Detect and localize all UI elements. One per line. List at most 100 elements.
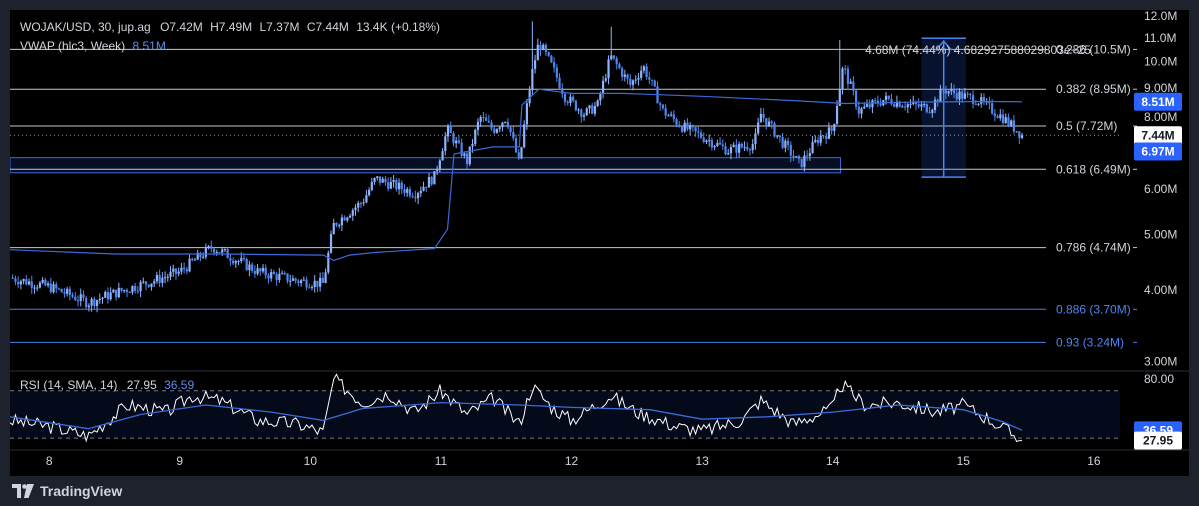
rsi-label[interactable]: RSI (14, SMA, 14) — [20, 378, 118, 392]
rsi-value-badge-bg — [1134, 431, 1182, 450]
candle-body-164 — [457, 140, 460, 143]
fib-label-0.886: 0.886 (3.70M) — [1056, 302, 1131, 316]
candle-body-24 — [76, 300, 80, 302]
support-zone — [10, 157, 842, 174]
price-badge-7.44M: 7.44M — [1141, 128, 1174, 142]
vwap-label[interactable]: VWAP (hlc3, Week) — [20, 39, 126, 53]
fib-label-0.786: 0.786 (4.74M) — [1056, 241, 1131, 255]
candle-body-327 — [901, 106, 904, 108]
candle-body-209 — [580, 109, 583, 117]
candle-body-285 — [786, 140, 790, 145]
candle-body-53 — [155, 275, 159, 282]
candle-body-187 — [520, 147, 523, 159]
candle-body-362 — [996, 116, 999, 119]
candle-body-218 — [604, 78, 607, 81]
candle-body-297 — [819, 135, 822, 143]
fib-label-0.382: 0.382 (8.95M) — [1056, 82, 1131, 96]
candle-body-12 — [44, 279, 47, 286]
candle-body-179 — [498, 127, 501, 130]
candle-body-163 — [455, 140, 458, 144]
measure-arrow-head — [935, 40, 953, 51]
candle-body-329 — [906, 104, 909, 108]
measure-label: 4.68M (74.44%) 4.682927588029803e+25 — [865, 43, 1091, 57]
candle-body-344 — [947, 91, 950, 94]
candle-body-253 — [699, 132, 703, 138]
candle-body-356 — [980, 97, 983, 104]
candle-body-103 — [291, 278, 295, 281]
candle-body-29 — [90, 298, 93, 306]
candle-body-181 — [504, 121, 507, 123]
candle-body-258 — [713, 145, 716, 148]
candle-body-284 — [784, 140, 787, 148]
time-tick-10: 10 — [304, 454, 318, 468]
candle-body-89 — [253, 270, 256, 274]
candle-body-194 — [539, 44, 542, 50]
chart-area[interactable]: 0.236 (10.5M) 0.382 (8.95M) 0.5 (7.72M) 0.6… — [10, 10, 1189, 476]
candle-body-58 — [169, 271, 172, 277]
candle-body-83 — [237, 261, 240, 263]
high-value: 7.49M — [218, 20, 253, 34]
candle-body-67 — [193, 259, 197, 261]
time-tick-14: 14 — [826, 454, 840, 468]
low-label: L — [259, 20, 267, 34]
candle-body-75 — [215, 252, 218, 254]
candle-body-155 — [433, 171, 436, 185]
candle-body-76 — [218, 252, 221, 254]
candle-body-93 — [264, 267, 267, 276]
candle-body-191 — [531, 68, 534, 91]
candle-body-195 — [542, 44, 545, 50]
candle-body-330 — [909, 103, 912, 105]
candle-body-189 — [525, 103, 529, 125]
candle-body-153 — [427, 177, 431, 188]
candle-body-157 — [438, 160, 441, 170]
candle-body-54 — [158, 275, 161, 283]
candle-body-158 — [441, 151, 444, 161]
candle-body-238 — [659, 103, 662, 105]
candle-body-82 — [234, 261, 237, 264]
candle-body-152 — [425, 186, 428, 188]
candle-body-68 — [196, 252, 199, 260]
candle-body-369 — [1015, 131, 1018, 133]
candle-body-212 — [588, 105, 591, 109]
candle-body-221 — [612, 55, 616, 59]
candle-body-254 — [702, 137, 705, 142]
candle-body-48 — [142, 281, 145, 283]
candle-body-288 — [795, 156, 798, 158]
candle-body-231 — [640, 70, 643, 78]
candle-body-57 — [166, 276, 169, 278]
candle-body-227 — [629, 78, 632, 86]
candle-body-27 — [85, 297, 88, 308]
candle-body-348 — [958, 91, 961, 100]
candle-body-361 — [993, 113, 996, 117]
candle-body-95 — [270, 272, 273, 279]
candle-body-1 — [14, 278, 17, 282]
symbol-title[interactable]: WOJAK/USD, 30, jup.ag — [20, 20, 151, 34]
candle-body-63 — [183, 267, 186, 270]
candle-body-119 — [335, 223, 338, 226]
candle-body-277 — [765, 117, 768, 126]
candle-body-92 — [261, 267, 265, 272]
candle-body-220 — [610, 55, 613, 60]
candle-body-321 — [884, 95, 888, 101]
chart-svg[interactable]: 0.236 (10.5M) 0.382 (8.95M) 0.5 (7.72M) 0.6… — [10, 10, 1189, 476]
candle-body-141 — [395, 179, 398, 190]
candle-body-111 — [313, 280, 316, 288]
candle-body-334 — [920, 104, 923, 107]
candle-body-77 — [221, 249, 224, 253]
price-tick-3: 3.00M — [1144, 355, 1177, 369]
low-value: 7.37M — [266, 20, 300, 34]
candle-body-38 — [115, 289, 118, 298]
candle-body-35 — [106, 291, 110, 300]
candle-body-129 — [362, 202, 365, 204]
candle-body-340 — [936, 99, 939, 102]
candle-body-161 — [449, 125, 452, 134]
candle-body-10 — [38, 282, 42, 288]
tradingview-brand[interactable]: TradingView — [40, 483, 123, 499]
candle-body-314 — [865, 104, 869, 107]
tradingview-logo-icon[interactable] — [12, 484, 34, 498]
candle-body-28 — [87, 305, 90, 308]
candle-body-206 — [572, 96, 575, 101]
candle-body-311 — [857, 106, 860, 114]
candle-body-66 — [191, 258, 194, 261]
candle-body-198 — [550, 55, 553, 63]
